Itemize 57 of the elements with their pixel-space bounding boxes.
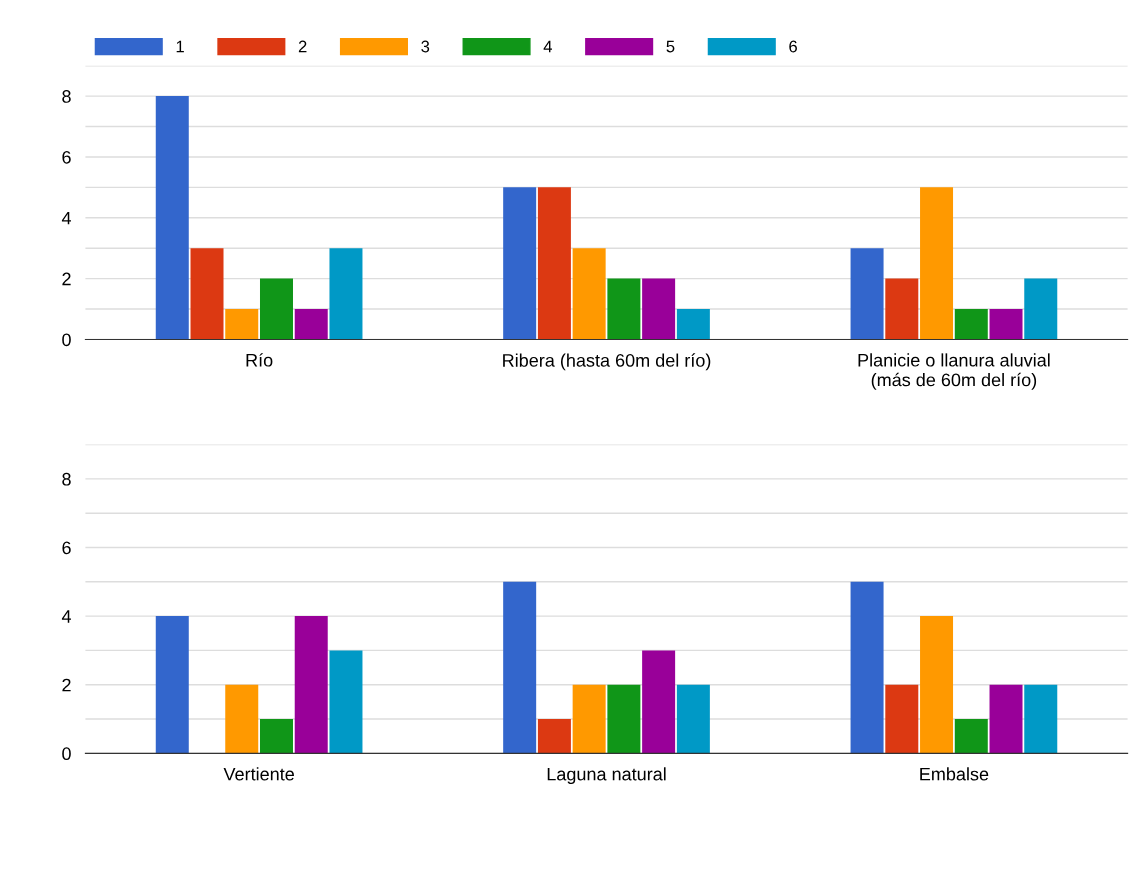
bar — [329, 650, 363, 754]
x-tick-label: Laguna natural — [547, 767, 666, 785]
bar — [850, 581, 884, 754]
bar — [642, 278, 676, 340]
bar — [225, 309, 259, 340]
x-tick-label: Ribera (hasta 60m del río) — [503, 353, 711, 371]
bar — [885, 684, 919, 754]
y-tick-label: 6 — [62, 150, 71, 164]
bar — [225, 684, 259, 754]
x-tick-label: Planicie o llanura aluvial (más de 60m del río) — [858, 353, 1050, 390]
bar — [989, 309, 1023, 340]
y-tick-label: 6 — [62, 541, 71, 555]
x-tick-label: Vertiente — [223, 767, 294, 781]
bar — [676, 684, 710, 754]
bar — [642, 650, 676, 754]
bar — [329, 248, 363, 340]
legend-label: 6 — [789, 40, 797, 53]
bar — [537, 719, 571, 754]
y-tick-label: 2 — [62, 272, 71, 286]
legend-label: 5 — [666, 40, 675, 53]
bar — [885, 278, 919, 340]
bar — [607, 684, 641, 754]
x-tick-label: Río — [246, 353, 273, 367]
legend-label: 3 — [421, 40, 430, 53]
bar — [572, 248, 606, 340]
bar — [294, 309, 328, 340]
bar — [1024, 684, 1058, 754]
bar — [989, 684, 1023, 754]
legend-label: 1 — [176, 40, 184, 53]
bar — [537, 187, 571, 340]
bar — [850, 248, 884, 340]
y-tick-label: 4 — [61, 610, 72, 623]
bar — [155, 96, 189, 340]
y-tick-label: 4 — [61, 211, 72, 225]
y-tick-label: 8 — [62, 472, 71, 486]
y-tick-label: 2 — [62, 678, 71, 692]
bar — [676, 309, 710, 340]
bar — [294, 616, 328, 754]
x-tick-label: Embalse — [920, 767, 989, 781]
bar — [259, 719, 293, 754]
bar — [155, 616, 189, 754]
bar — [503, 187, 537, 340]
bar — [920, 187, 954, 340]
legend-label: 2 — [298, 40, 307, 53]
bar — [954, 309, 988, 340]
bar — [954, 719, 988, 754]
bar — [1024, 278, 1058, 340]
bar — [607, 278, 641, 340]
y-tick-label: 8 — [62, 90, 71, 103]
bar — [572, 684, 606, 754]
bar — [259, 278, 293, 340]
y-tick-label: 0 — [62, 747, 71, 761]
bar — [920, 616, 954, 754]
bar — [503, 581, 537, 754]
legend-label: 4 — [543, 40, 553, 53]
bar — [190, 248, 224, 340]
y-tick-label: 0 — [62, 333, 71, 347]
